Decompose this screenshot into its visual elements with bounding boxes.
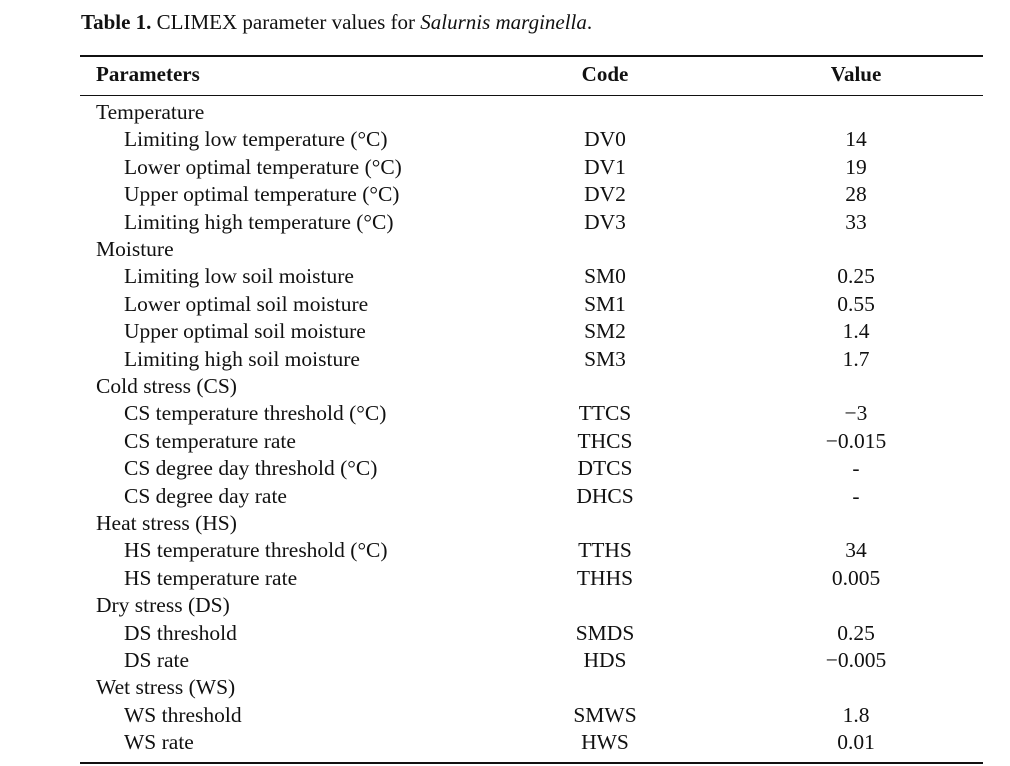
caption-text: CLIMEX parameter values for: [156, 10, 415, 34]
table-row: Limiting high soil moisture SM3 1.7: [0, 347, 1010, 374]
code-cell: HWS: [581, 730, 629, 755]
table-row: CS temperature threshold (°C) TTCS −3: [0, 401, 1010, 428]
code-cell: TTHS: [578, 538, 632, 563]
value-cell: -: [852, 456, 860, 481]
parameter-cell: CS temperature rate: [124, 428, 296, 453]
parameter-cell: Upper optimal soil moisture: [124, 319, 366, 344]
table-row: DS rate HDS −0.005: [0, 648, 1010, 675]
group-row: Moisture: [0, 237, 1010, 264]
caption-end: .: [586, 10, 593, 34]
table-row: Upper optimal temperature (°C) DV2 28: [0, 182, 1010, 209]
code-cell: DV1: [584, 154, 626, 179]
value-cell: 0.25: [837, 264, 875, 289]
code-cell: DHCS: [576, 483, 634, 508]
code-cell: DV2: [584, 182, 626, 207]
code-cell: HDS: [583, 648, 627, 672]
group-label: Dry stress (DS): [96, 593, 230, 618]
code-cell: DV3: [584, 209, 626, 234]
value-cell: 28: [845, 182, 867, 207]
code-cell: SM2: [584, 319, 626, 344]
value-cell: 0.005: [831, 565, 881, 590]
parameter-cell: Upper optimal temperature (°C): [124, 182, 400, 207]
parameter-cell: HS temperature rate: [124, 565, 298, 590]
parameter-cell: DS threshold: [124, 620, 237, 645]
parameter-cell: Lower optimal soil moisture: [124, 291, 369, 316]
value-cell: 14: [845, 127, 867, 152]
code-cell: SMDS: [575, 620, 635, 645]
parameter-cell: CS degree day rate: [124, 483, 287, 508]
code-cell: DTCS: [577, 456, 633, 481]
parameter-cell: WS threshold: [124, 702, 242, 727]
parameter-cell: Limiting low temperature (°C): [124, 127, 388, 152]
group-label: Cold stress (CS): [96, 374, 237, 398]
parameter-cell: Limiting high soil moisture: [124, 346, 360, 371]
value-cell: 0.55: [837, 291, 875, 316]
value-cell: 1.4: [842, 319, 870, 344]
group-label: Wet stress (WS): [96, 675, 236, 700]
value-cell: 33: [845, 209, 867, 234]
code-cell: SMWS: [573, 702, 637, 727]
table-row: WS rate HWS 0.01: [0, 730, 1010, 757]
code-cell: SM3: [584, 346, 626, 371]
code-cell: TTCS: [578, 401, 632, 426]
group-row: Heat stress (HS): [0, 511, 1010, 538]
value-cell: 0.25: [837, 620, 875, 645]
value-cell: −0.005: [825, 648, 887, 672]
table-row: Limiting high temperature (°C) DV3 33: [0, 210, 1010, 237]
table-row: Lower optimal soil moisture SM1 0.55: [0, 292, 1010, 319]
value-cell: 0.01: [837, 730, 875, 755]
value-cell: 1.8: [842, 702, 870, 727]
table-row: CS degree day threshold (°C) DTCS -: [0, 456, 1010, 483]
parameter-cell: CS temperature threshold (°C): [124, 401, 387, 426]
group-label: Temperature: [96, 100, 205, 124]
table-label: Table 1.: [81, 10, 152, 34]
parameter-cell: DS rate: [124, 648, 190, 672]
table-top-rule: [80, 55, 983, 57]
table-caption: Table 1. CLIMEX parameter values for Sal…: [81, 10, 592, 35]
header-code: Code: [581, 62, 629, 86]
group-label: Moisture: [96, 237, 174, 261]
table-row: Lower optimal temperature (°C) DV1 19: [0, 155, 1010, 182]
table-row: Upper optimal soil moisture SM2 1.4: [0, 319, 1010, 346]
parameter-cell: Limiting low soil moisture: [124, 264, 354, 289]
table-row: DS threshold SMDS 0.25: [0, 621, 1010, 648]
value-cell: -: [852, 483, 860, 508]
value-cell: −0.015: [825, 428, 887, 453]
table-row: WS threshold SMWS 1.8: [0, 703, 1010, 730]
value-cell: 1.7: [842, 346, 870, 371]
table-row: HS temperature threshold (°C) TTHS 34: [0, 538, 1010, 565]
table-row: Limiting low soil moisture SM0 0.25: [0, 264, 1010, 291]
table-bottom-rule: [80, 762, 983, 764]
species-name: Salurnis marginella: [420, 10, 587, 34]
value-cell: −3: [844, 401, 868, 426]
parameter-cell: CS degree day threshold (°C): [124, 456, 378, 481]
code-cell: SM1: [584, 291, 626, 316]
table-row: CS temperature rate THCS −0.015: [0, 429, 1010, 456]
table-header-rule: [80, 95, 983, 96]
parameter-cell: Limiting high temperature (°C): [124, 209, 394, 234]
table-row: HS temperature rate THHS 0.005: [0, 566, 1010, 593]
parameter-cell: HS temperature threshold (°C): [124, 538, 388, 563]
group-row: Wet stress (WS): [0, 675, 1010, 702]
value-cell: 34: [845, 538, 867, 563]
header-value: Value: [830, 62, 882, 86]
group-row: Temperature: [0, 100, 1010, 127]
group-row: Cold stress (CS): [0, 374, 1010, 401]
parameter-cell: Lower optimal temperature (°C): [124, 154, 402, 179]
group-label: Heat stress (HS): [96, 511, 237, 535]
table-row: Limiting low temperature (°C) DV0 14: [0, 127, 1010, 154]
value-cell: 19: [845, 154, 867, 179]
code-cell: DV0: [584, 127, 626, 152]
code-cell: SM0: [584, 264, 626, 289]
code-cell: THCS: [577, 428, 633, 453]
parameter-cell: WS rate: [124, 730, 194, 755]
code-cell: THHS: [576, 565, 634, 590]
table-row: CS degree day rate DHCS -: [0, 484, 1010, 511]
group-row: Dry stress (DS): [0, 593, 1010, 620]
header-parameters: Parameters: [96, 62, 200, 86]
